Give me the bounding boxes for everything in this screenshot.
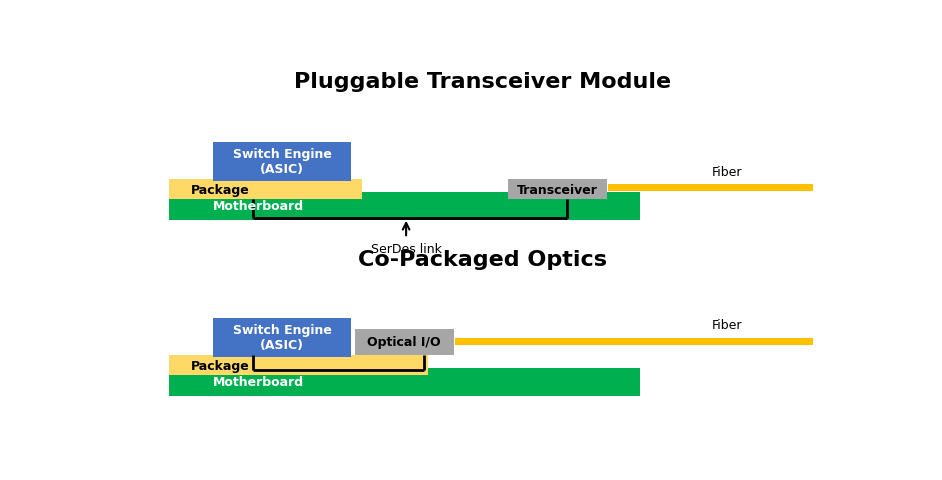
Text: Switch Engine
(ASIC): Switch Engine (ASIC) [233, 148, 332, 176]
Text: Co-Packaged Optics: Co-Packaged Optics [358, 249, 608, 269]
Bar [169, 180, 363, 200]
Bar [169, 192, 640, 220]
Text: Motherboard: Motherboard [213, 200, 303, 213]
Bar [169, 368, 640, 396]
Text: Pluggable Transceiver Module: Pluggable Transceiver Module [294, 72, 672, 92]
Bar [213, 318, 351, 357]
Text: Package: Package [190, 359, 250, 372]
Text: SerDes link: SerDes link [371, 242, 442, 255]
Text: Fiber: Fiber [712, 318, 742, 331]
Bar [455, 338, 813, 345]
Text: Transceiver: Transceiver [517, 183, 598, 196]
Bar [509, 180, 607, 200]
Text: Motherboard: Motherboard [213, 375, 303, 388]
Text: Optical I/O: Optical I/O [367, 336, 441, 348]
Text: Switch Engine
(ASIC): Switch Engine (ASIC) [233, 324, 332, 351]
Text: Package: Package [190, 183, 250, 196]
Bar [169, 355, 428, 375]
Bar [609, 185, 813, 192]
Bar [355, 329, 454, 355]
Text: Fiber: Fiber [712, 166, 742, 179]
Bar [213, 143, 351, 181]
